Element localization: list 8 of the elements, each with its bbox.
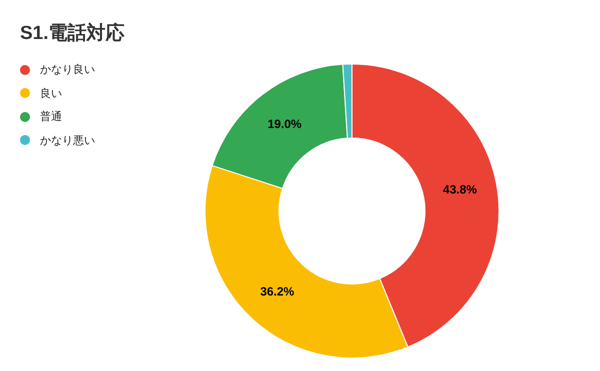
legend-label: 普通 [40, 110, 62, 124]
legend-label: かなり悪い [40, 134, 95, 148]
legend-label: 良い [40, 86, 62, 101]
legend-label: かなり良い [40, 62, 95, 78]
data-label: 43.8% [442, 182, 478, 197]
chart-title: S1.電話対応 [20, 22, 125, 46]
data-label: 19.0% [268, 117, 302, 132]
data-label: 36.2% [260, 284, 295, 299]
